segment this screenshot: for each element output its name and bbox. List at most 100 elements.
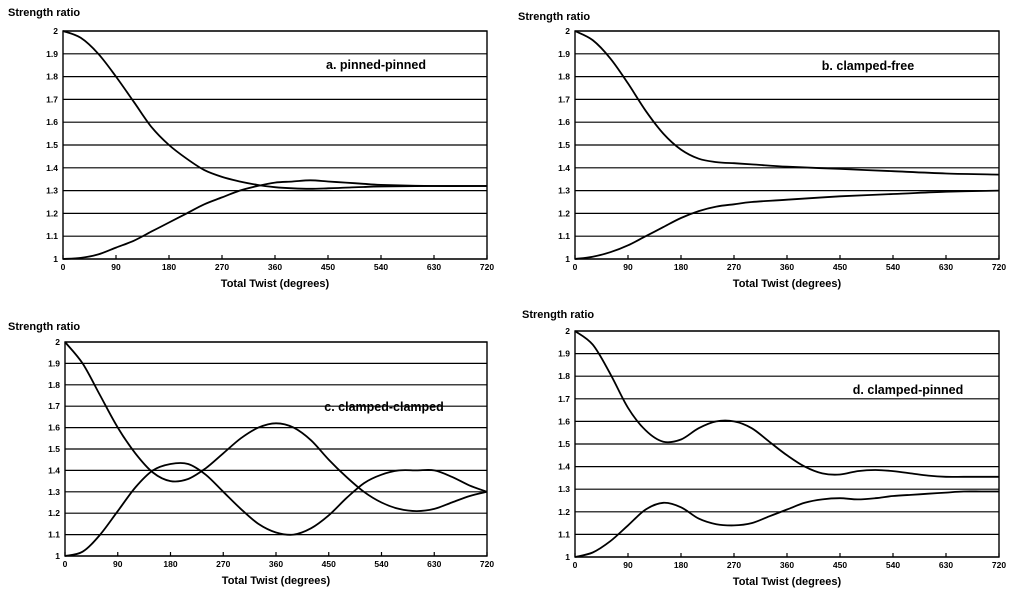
- y-tick-label: 1.2: [558, 208, 570, 218]
- y-tick-label: 1.9: [558, 49, 570, 59]
- y-tick-label: 2: [53, 26, 58, 36]
- x-axis-title: Total Twist (degrees): [733, 576, 842, 588]
- y-axis-title: Strength ratio: [8, 7, 80, 19]
- x-tick-label: 720: [480, 559, 494, 569]
- x-tick-label: 360: [780, 560, 794, 570]
- chart-panel-3: 0 90 180 270 360 450 540 630 720 1 1.1 1.2 1.3 1.4 1.5…: [8, 321, 494, 587]
- y-tick-label: 1: [53, 254, 58, 264]
- x-tick-label: 270: [215, 262, 229, 272]
- series-line-2: [62, 179, 488, 260]
- x-tick-label: 450: [833, 262, 847, 272]
- y-tick-label: 1.3: [558, 484, 570, 494]
- y-tick-label: 1.5: [48, 444, 60, 454]
- x-tick-label: 630: [427, 559, 441, 569]
- y-tick-label: 1.6: [558, 117, 570, 127]
- y-tick-label: 1.5: [558, 439, 570, 449]
- y-tick-label: 1.2: [46, 208, 58, 218]
- y-tick-label: 1.4: [48, 465, 60, 475]
- y-tick-label: 1.6: [48, 423, 60, 433]
- y-axis-title: Strength ratio: [522, 309, 594, 321]
- x-tick-label: 90: [623, 560, 633, 570]
- y-tick-label: 2: [565, 326, 570, 336]
- y-tick-label: 1.3: [46, 186, 58, 196]
- y-tick-label: 1.4: [558, 462, 570, 472]
- y-tick-label: 1.5: [558, 140, 570, 150]
- x-axis-title: Total Twist (degrees): [221, 278, 330, 290]
- series-line-1: [574, 330, 999, 478]
- x-tick-label: 90: [113, 559, 123, 569]
- y-tick-label: 2: [55, 337, 60, 347]
- x-tick-label: 540: [886, 262, 900, 272]
- y-tick-label: 1: [565, 552, 570, 562]
- y-tick-label: 1.8: [558, 371, 570, 381]
- x-tick-label: 720: [992, 560, 1006, 570]
- x-tick-label: 540: [886, 560, 900, 570]
- y-tick-label: 1.4: [558, 163, 570, 173]
- x-tick-label: 270: [216, 559, 230, 569]
- y-tick-label: 1.3: [558, 186, 570, 196]
- chart-panel-1: 0 90 180 270 360 450 540 630 720 1 1.1 1.2 1.3 1.4 1.5…: [8, 7, 494, 290]
- x-tick-label: 630: [939, 262, 953, 272]
- y-tick-label: 1.2: [558, 507, 570, 517]
- panel-annotation: d. clamped-pinned: [853, 383, 963, 397]
- y-tick-label: 1.9: [46, 49, 58, 59]
- x-tick-label: 0: [61, 262, 66, 272]
- x-tick-label: 180: [163, 559, 177, 569]
- x-tick-label: 180: [162, 262, 176, 272]
- y-axis-title: Strength ratio: [8, 321, 80, 333]
- series-line-2: [574, 189, 1000, 260]
- y-tick-label: 1.3: [48, 487, 60, 497]
- x-tick-label: 630: [939, 560, 953, 570]
- x-tick-label: 450: [321, 262, 335, 272]
- y-axis-title: Strength ratio: [518, 11, 590, 23]
- y-tick-label: 1.1: [48, 530, 60, 540]
- panel-annotation: a. pinned-pinned: [326, 58, 426, 72]
- y-tick-label: 1.8: [558, 72, 570, 82]
- y-tick-label: 1.6: [558, 416, 570, 426]
- x-tick-label: 720: [480, 262, 494, 272]
- panel-annotation: c. clamped-clamped: [324, 400, 444, 414]
- series-line-2: [574, 490, 999, 558]
- series-line-1: [62, 30, 487, 190]
- y-tick-label: 1.7: [46, 94, 58, 104]
- x-tick-label: 0: [573, 560, 578, 570]
- y-tick-label: 1.1: [558, 529, 570, 539]
- y-tick-label: 1.4: [46, 163, 58, 173]
- y-tick-label: 1.7: [558, 94, 570, 104]
- x-tick-label: 180: [674, 262, 688, 272]
- x-tick-label: 0: [63, 559, 68, 569]
- series-line-2: [64, 462, 488, 557]
- x-tick-label: 0: [573, 262, 578, 272]
- x-tick-label: 540: [374, 262, 388, 272]
- x-tick-label: 360: [780, 262, 794, 272]
- x-axis-title: Total Twist (degrees): [733, 278, 842, 290]
- x-tick-label: 450: [833, 560, 847, 570]
- x-tick-label: 270: [727, 560, 741, 570]
- x-tick-label: 270: [727, 262, 741, 272]
- x-tick-label: 90: [623, 262, 633, 272]
- x-tick-label: 720: [992, 262, 1006, 272]
- panel-annotation: b. clamped-free: [822, 59, 914, 73]
- x-axis-title: Total Twist (degrees): [222, 575, 331, 587]
- y-tick-label: 1.2: [48, 508, 60, 518]
- y-tick-label: 1.9: [48, 358, 60, 368]
- series-line-1: [574, 30, 1000, 176]
- y-tick-label: 1: [565, 254, 570, 264]
- x-tick-label: 630: [427, 262, 441, 272]
- y-tick-label: 2: [565, 26, 570, 36]
- y-tick-label: 1.1: [558, 231, 570, 241]
- y-tick-label: 1.6: [46, 117, 58, 127]
- y-tick-label: 1.1: [46, 231, 58, 241]
- x-tick-label: 450: [322, 559, 336, 569]
- y-tick-label: 1: [55, 551, 60, 561]
- x-tick-label: 180: [674, 560, 688, 570]
- x-tick-label: 360: [268, 262, 282, 272]
- chart-panel-4: 0 90 180 270 360 450 540 630 720 1 1.1 1.2 1.3 1.4 1.5…: [522, 309, 1006, 588]
- x-tick-label: 360: [269, 559, 283, 569]
- chart-panel-2: 0 90 180 270 360 450 540 630 720 1 1.1 1.2 1.3 1.4 1.5…: [518, 11, 1006, 290]
- y-tick-label: 1.8: [46, 72, 58, 82]
- y-tick-label: 1.7: [558, 394, 570, 404]
- y-tick-label: 1.8: [48, 380, 60, 390]
- x-tick-label: 90: [111, 262, 121, 272]
